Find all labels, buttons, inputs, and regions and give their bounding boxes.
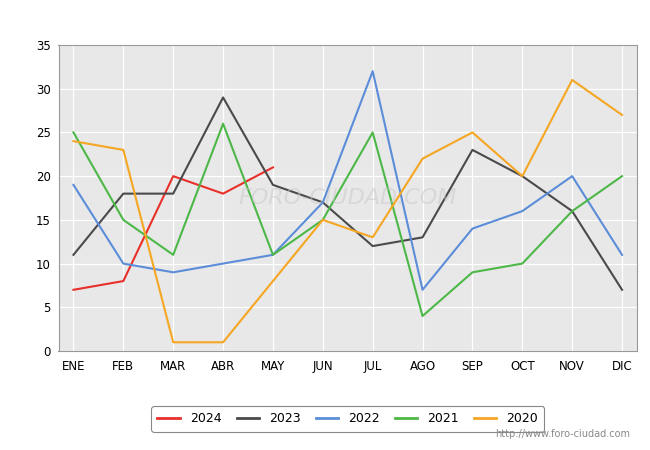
- Legend: 2024, 2023, 2022, 2021, 2020: 2024, 2023, 2022, 2021, 2020: [151, 406, 545, 432]
- Text: FORO-CIUDAD.COM: FORO-CIUDAD.COM: [239, 188, 457, 208]
- Text: Matriculaciones de Vehiculos en Gata de Gorgos: Matriculaciones de Vehiculos en Gata de …: [114, 12, 536, 30]
- Text: http://www.foro-ciudad.com: http://www.foro-ciudad.com: [495, 429, 630, 439]
